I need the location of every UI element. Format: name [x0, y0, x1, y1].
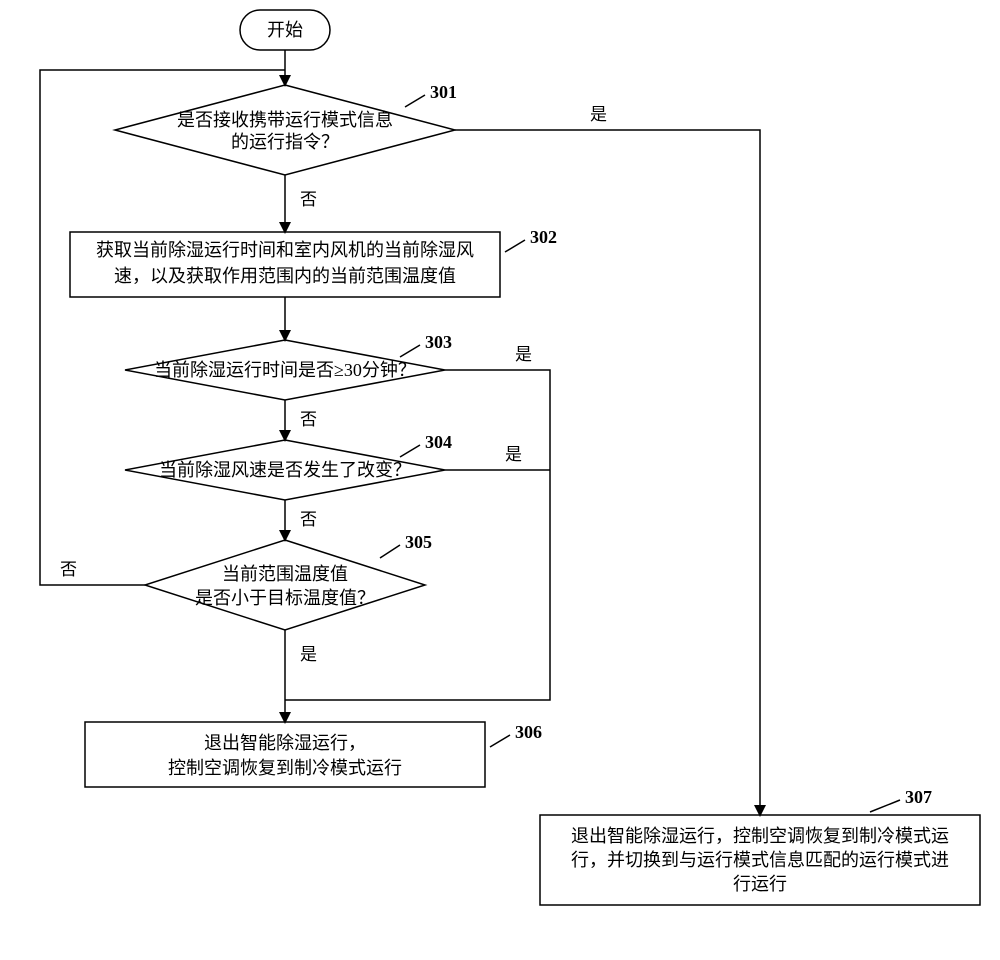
- d303-line1: 当前除湿运行时间是否≥30分钟？: [154, 360, 416, 380]
- p307-line3: 行运行: [733, 874, 787, 894]
- step-306: 306: [515, 722, 542, 742]
- node-p306: 退出智能除湿运行， 控制空调恢复到制冷模式运行 306: [85, 722, 542, 787]
- step-304: 304: [425, 432, 452, 452]
- step-302: 302: [530, 227, 557, 247]
- p302-line2: 速，以及获取作用范围内的当前范围温度值: [114, 266, 456, 286]
- label-d303-no: 否: [300, 410, 317, 429]
- step-305: 305: [405, 532, 432, 552]
- p302-line1: 获取当前除湿运行时间和室内风机的当前除湿风: [96, 240, 474, 260]
- node-p302: 获取当前除湿运行时间和室内风机的当前除湿风 速，以及获取作用范围内的当前范围温度…: [70, 227, 557, 297]
- label-d303-yes: 是: [515, 345, 532, 364]
- label-d305-no: 否: [60, 560, 77, 579]
- node-d303: 当前除湿运行时间是否≥30分钟？ 303: [125, 332, 452, 400]
- p306-line2: 控制空调恢复到制冷模式运行: [168, 758, 402, 778]
- label-d305-yes: 是: [300, 645, 317, 664]
- label-d304-yes: 是: [505, 445, 522, 464]
- step-303: 303: [425, 332, 452, 352]
- label-d301-yes: 是: [590, 105, 607, 124]
- label-d301-no: 否: [300, 190, 317, 209]
- p306-line1: 退出智能除湿运行，: [204, 733, 366, 753]
- p307-line2: 行，并切换到与运行模式信息匹配的运行模式进: [571, 850, 949, 870]
- step-307: 307: [905, 787, 932, 807]
- d301-line2: 的运行指令？: [231, 132, 339, 152]
- d301-line1: 是否接收携带运行模式信息: [177, 110, 393, 130]
- node-d305: 当前范围温度值 是否小于目标温度值？ 305: [145, 532, 432, 630]
- node-d304: 当前除湿风速是否发生了改变？ 304: [125, 432, 452, 500]
- d305-line2: 是否小于目标温度值？: [195, 588, 375, 608]
- step-301: 301: [430, 82, 457, 102]
- d305-line1: 当前范围温度值: [222, 564, 348, 584]
- p307-line1: 退出智能除湿运行，控制空调恢复到制冷模式运: [571, 826, 949, 846]
- node-d301: 是否接收携带运行模式信息 的运行指令？ 301: [115, 82, 457, 175]
- start-label: 开始: [267, 20, 303, 40]
- d304-line1: 当前除湿风速是否发生了改变？: [159, 460, 411, 480]
- node-start: 开始: [240, 10, 330, 50]
- label-d304-no: 否: [300, 510, 317, 529]
